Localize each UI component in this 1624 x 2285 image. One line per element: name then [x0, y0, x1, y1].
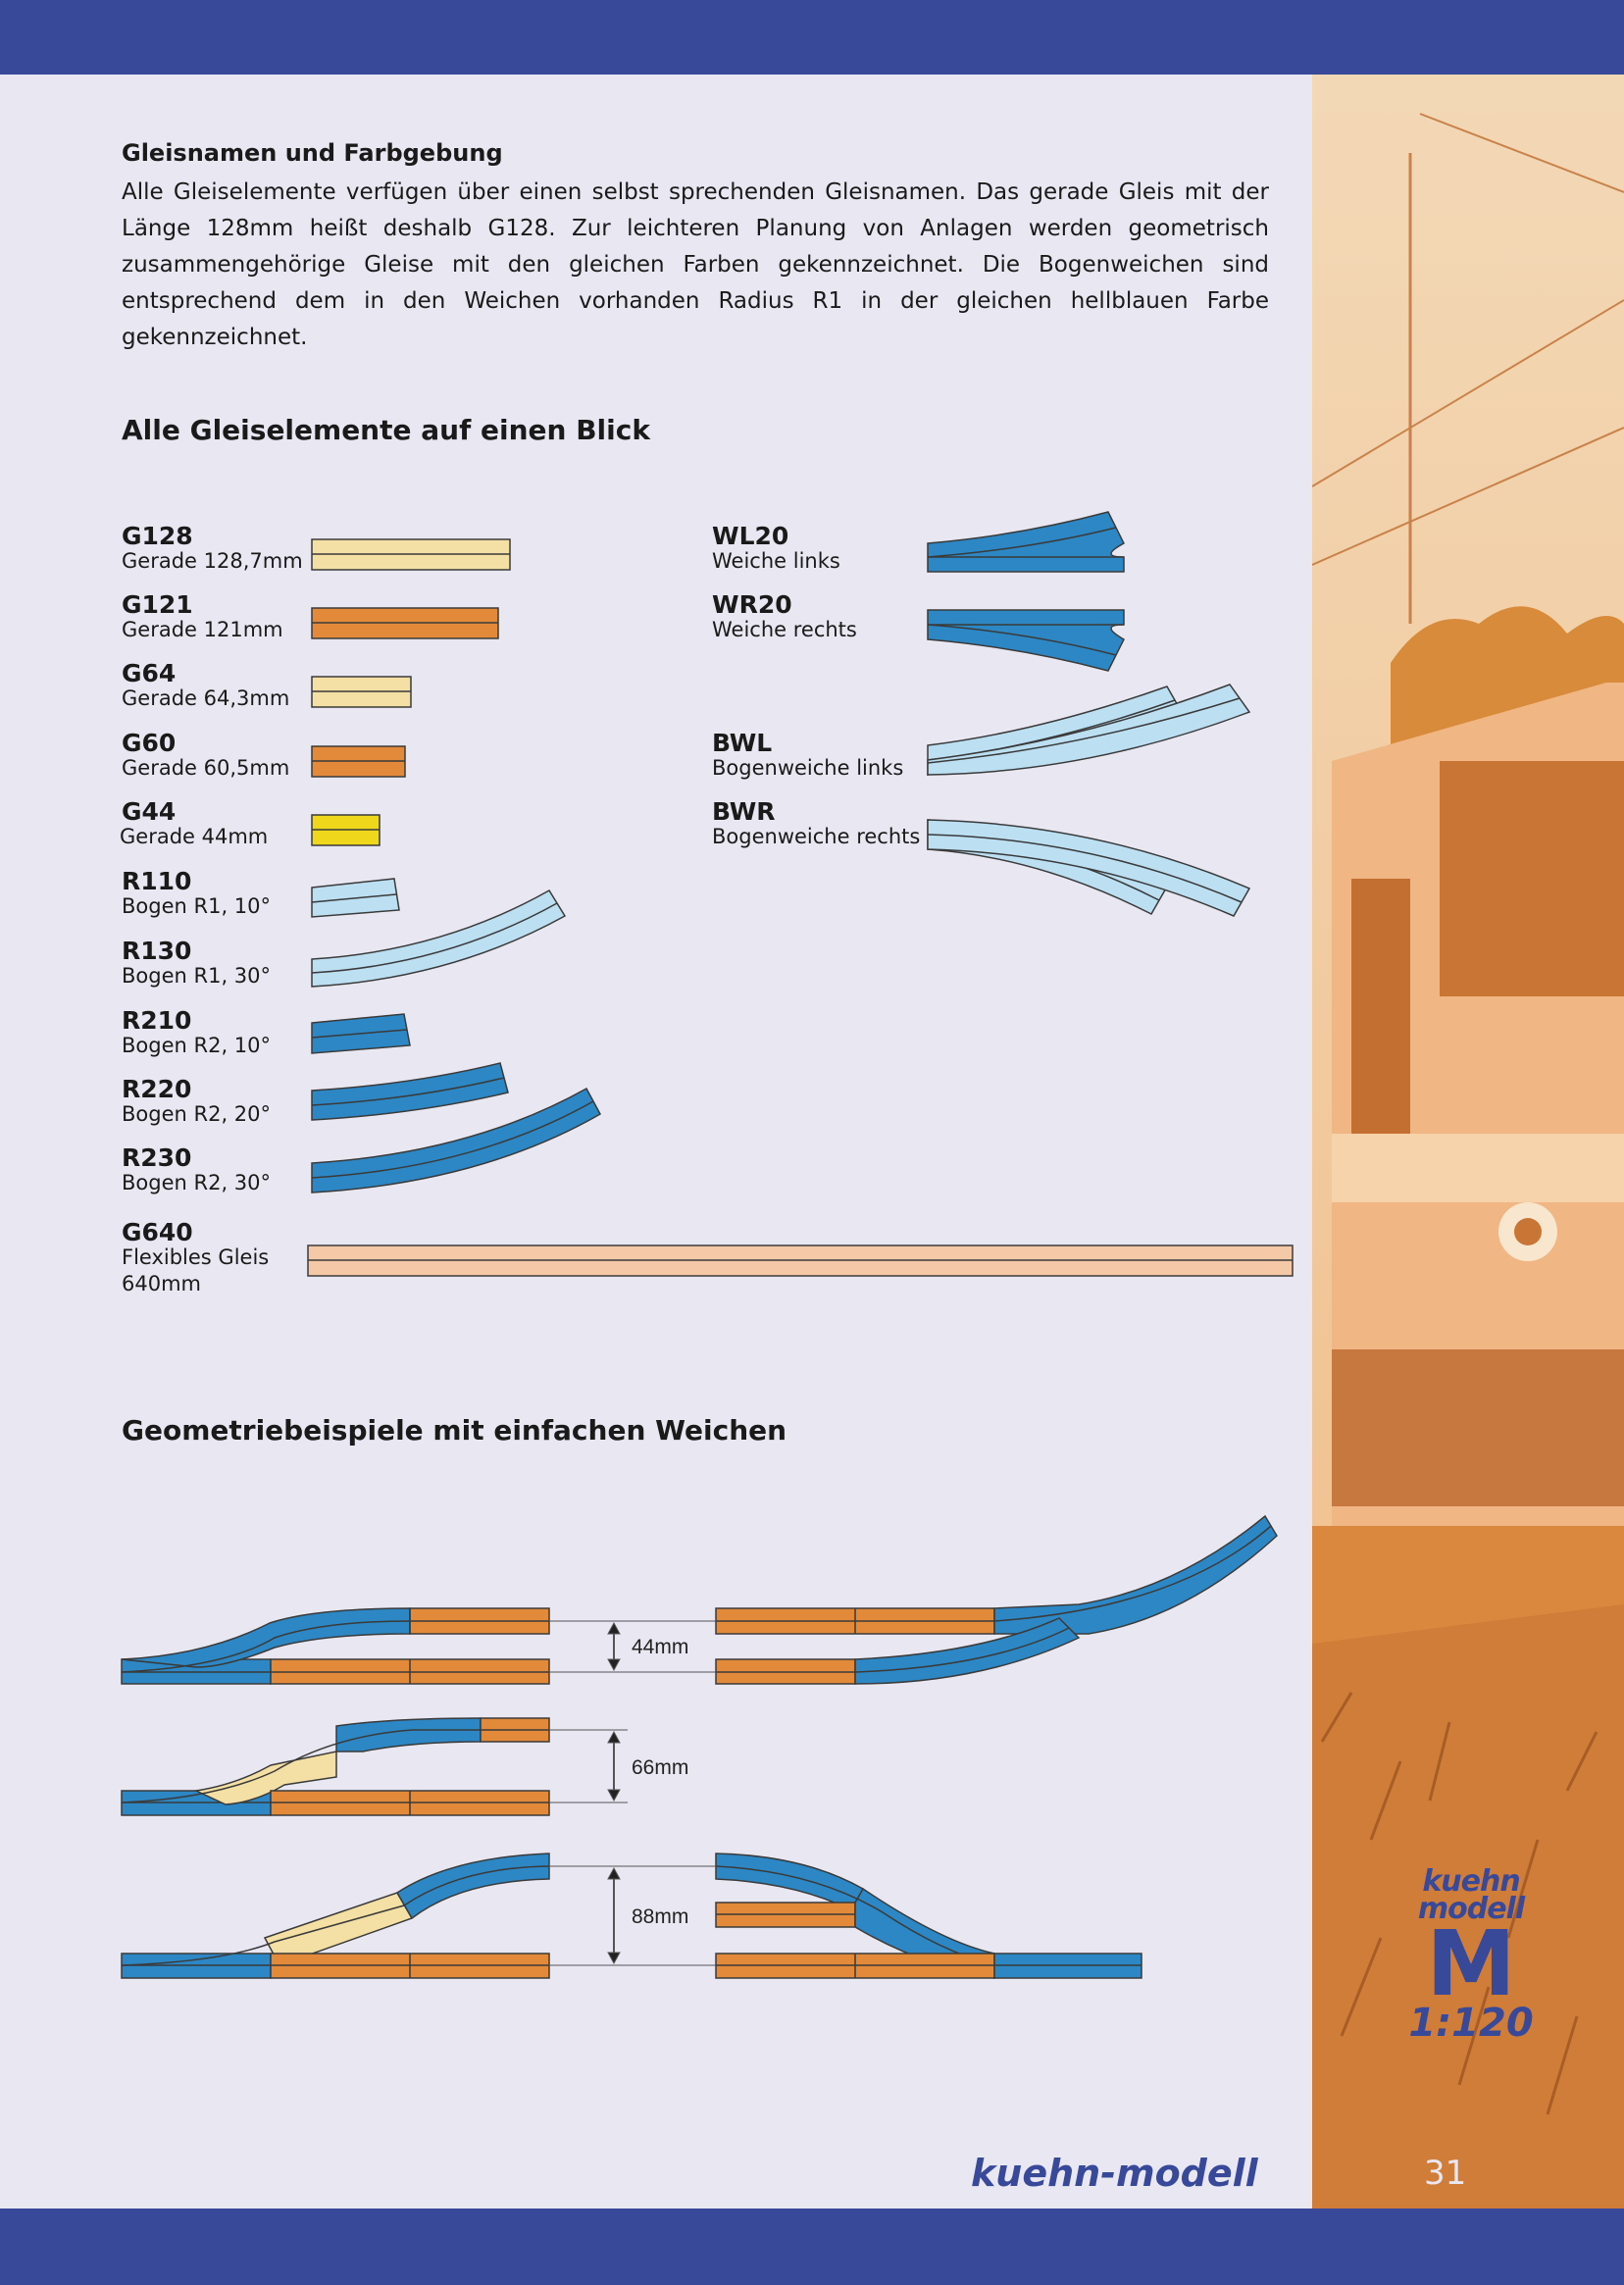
- top-band: [0, 0, 1624, 75]
- code-G60: G60: [122, 729, 177, 757]
- heading-geometry: Geometriebeispiele mit einfachen Weichen: [122, 1414, 787, 1447]
- brand-footer: kuehn-modell: [971, 2152, 1258, 2195]
- bottom-band: [0, 2209, 1624, 2285]
- code-WL20: WL20: [712, 522, 789, 550]
- desc-R110: Bogen R1, 10°: [122, 894, 272, 918]
- geometry-example-88mm: [121, 1853, 1142, 1979]
- desc-G121: Gerade 121mm: [122, 618, 283, 641]
- page-number: 31: [1424, 2154, 1467, 2193]
- code-BWR: BWR: [712, 797, 776, 826]
- code-G64: G64: [122, 659, 177, 687]
- desc-R220: Bogen R2, 20°: [122, 1102, 272, 1126]
- train-photo: [1312, 75, 1624, 2209]
- track-R210: [311, 1013, 411, 1054]
- code-WR20: WR20: [712, 590, 792, 619]
- track-R110: [311, 878, 400, 918]
- geometry-example-44mm: [121, 1514, 1278, 1685]
- track-G121: [311, 607, 499, 639]
- kuehn-modell-logo: kuehn modell M 1:120: [1402, 1864, 1540, 2046]
- spacing-66mm: 66mm: [632, 1756, 688, 1779]
- track-R230: [311, 1087, 602, 1193]
- heading-colors: Gleisnamen und Farbgebung: [122, 139, 503, 167]
- desc-WL20: Weiche links: [712, 549, 840, 573]
- code-R130: R130: [122, 937, 192, 965]
- track-WL20: [927, 511, 1125, 573]
- track-G64: [311, 676, 412, 708]
- code-G640: G640: [122, 1218, 193, 1246]
- spacing-44mm: 44mm: [632, 1636, 688, 1658]
- code-R210: R210: [122, 1006, 192, 1035]
- desc-G60: Gerade 60,5mm: [122, 756, 290, 780]
- desc-BWL: Bogenweiche links: [712, 756, 904, 780]
- logo-scale: 1:120: [1408, 2001, 1534, 2046]
- track-G128: [311, 538, 511, 571]
- track-G44: [311, 814, 381, 846]
- code-R230: R230: [122, 1143, 192, 1172]
- track-G640: [307, 1244, 1294, 1277]
- desc-G64: Gerade 64,3mm: [122, 686, 290, 710]
- code-G44: G44: [122, 797, 177, 826]
- code-R220: R220: [122, 1075, 192, 1103]
- intro-paragraph: Alle Gleiselemente verfügen über einen s…: [122, 179, 1269, 350]
- track-BWR: [927, 819, 1251, 917]
- geometry-example-66mm: [121, 1717, 550, 1816]
- code-BWL: BWL: [712, 729, 773, 757]
- track-drawings: 44mm 66mm 88mm: [121, 511, 1294, 1979]
- track-R220: [311, 1062, 509, 1121]
- track-R130: [311, 889, 567, 988]
- desc-G640-line1: Flexibles Gleis: [122, 1245, 270, 1269]
- track-WR20: [927, 609, 1125, 672]
- desc-G640-line2: 640mm: [122, 1272, 201, 1295]
- desc-WR20: Weiche rechts: [712, 618, 857, 641]
- spacing-88mm: 88mm: [632, 1905, 688, 1928]
- track-G60: [311, 745, 406, 778]
- desc-R210: Bogen R2, 10°: [122, 1034, 272, 1057]
- code-G128: G128: [122, 522, 193, 550]
- logo-line1: kuehn: [1422, 1864, 1520, 1899]
- desc-BWR: Bogenweiche rechts: [712, 825, 921, 848]
- logo-letter: M: [1426, 1911, 1516, 2016]
- desc-G44: Gerade 44mm: [120, 825, 269, 848]
- desc-R230: Bogen R2, 30°: [122, 1171, 272, 1194]
- desc-R130: Bogen R1, 30°: [122, 964, 272, 988]
- logo-line2: modell: [1417, 1892, 1525, 1926]
- track-BWL: [927, 684, 1251, 776]
- code-G121: G121: [122, 590, 193, 619]
- heading-overview: Alle Gleiselemente auf einen Blick: [122, 414, 650, 446]
- code-R110: R110: [122, 867, 192, 895]
- desc-G128: Gerade 128,7mm: [122, 549, 303, 573]
